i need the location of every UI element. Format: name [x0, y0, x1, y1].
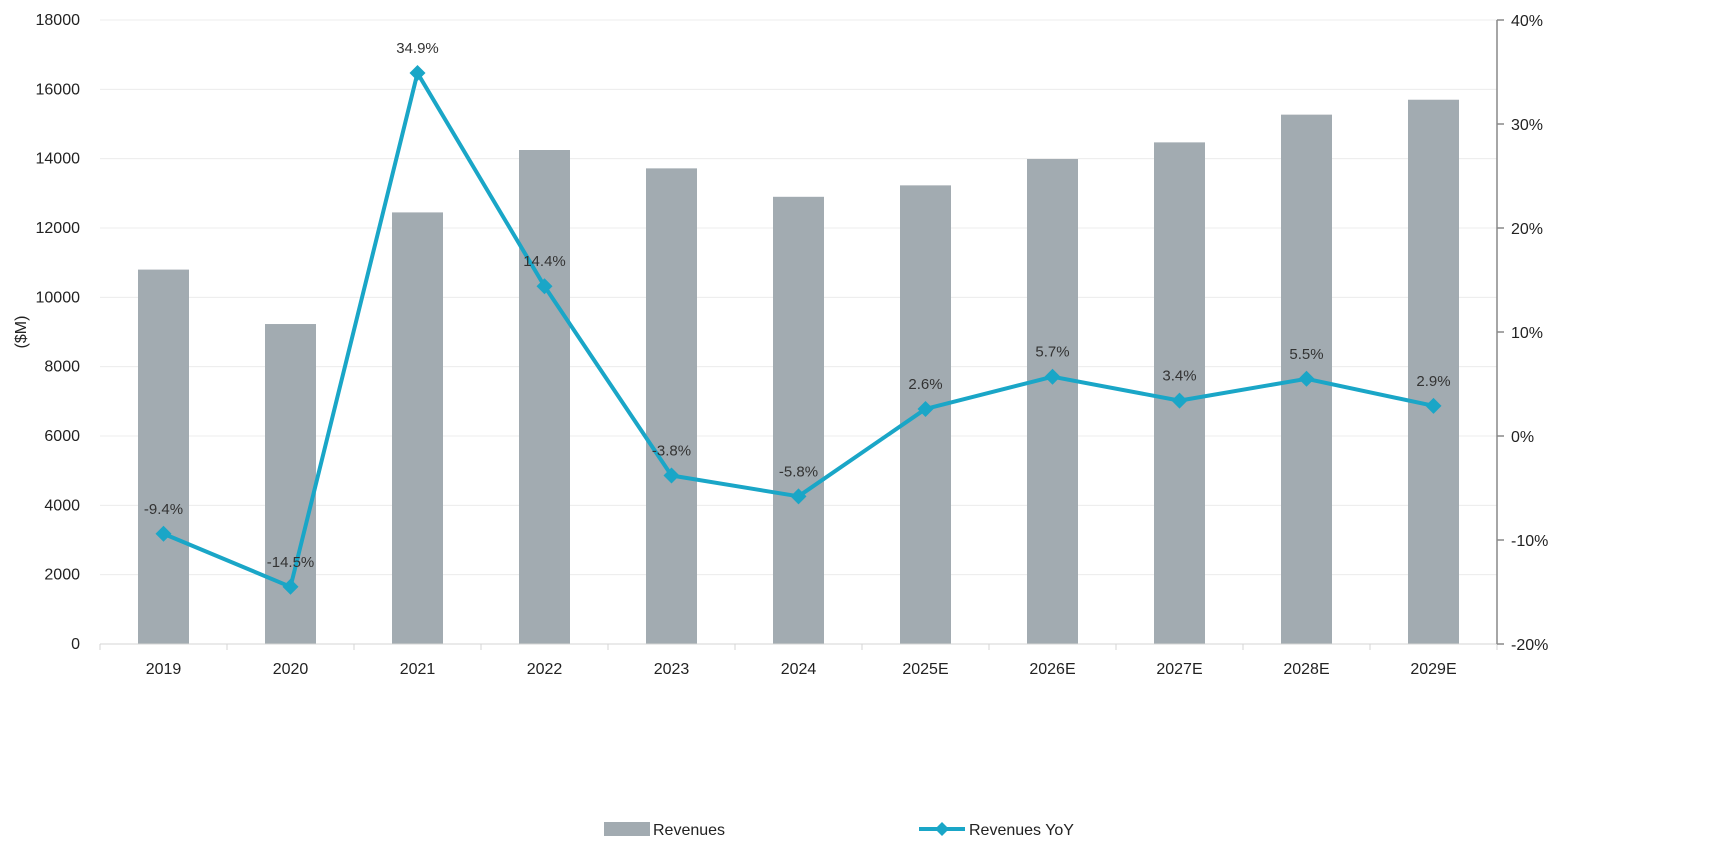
y2-tick-label: -10%: [1511, 533, 1548, 550]
y-axis-title: ($M): [13, 316, 30, 349]
x-tick-label: 2026E: [1029, 661, 1075, 678]
y-tick-label: 0: [71, 636, 80, 653]
yoy-marker-2021: [409, 65, 426, 82]
bar-2022: [519, 150, 570, 644]
yoy-data-label: 5.5%: [1289, 346, 1323, 363]
yoy-data-label: 2.9%: [1416, 373, 1450, 390]
y2-tick-label: 20%: [1511, 221, 1543, 238]
y-tick-label: 12000: [36, 220, 81, 237]
x-tick-label: 2023: [654, 661, 690, 678]
y2-tick-label: 0%: [1511, 429, 1534, 446]
axes: 0 2000 4000 6000 8000 10000 12000 14000 16000 180…: [36, 12, 1549, 678]
yoy-data-label: -14.5%: [267, 554, 315, 571]
y-tick-label: 6000: [44, 428, 80, 445]
bar-2019: [138, 269, 189, 644]
legend-revenues-yoy-marker: [935, 822, 949, 836]
legend-revenues-label: Revenues: [653, 822, 725, 839]
bar-2029E: [1408, 99, 1459, 644]
legend-revenues-swatch: [604, 822, 650, 836]
yoy-data-label: 14.4%: [523, 253, 566, 270]
yoy-marker-2026E: [1044, 368, 1061, 385]
x-tick-label: 2024: [781, 661, 817, 678]
yoy-marker-2023: [663, 467, 680, 484]
x-tick-label: 2027E: [1156, 661, 1202, 678]
yoy-marker-2020: [282, 578, 299, 595]
yoy-marker-2024: [790, 488, 807, 505]
legend: Revenues Revenues YoY: [604, 822, 1074, 839]
bar-2026E: [1027, 159, 1078, 644]
yoy-data-label: 2.6%: [908, 376, 942, 393]
yoy-marker-2028E: [1298, 370, 1315, 387]
revenue-bars: [138, 99, 1459, 645]
y2-tick-label: 30%: [1511, 117, 1543, 134]
y-tick-label: 10000: [36, 289, 81, 306]
bar-2020: [265, 324, 316, 644]
data-labels: -9.4% -14.5% 34.9% 14.4% -3.8% -5.8% 2.6% 5.7% 3…: [144, 40, 1451, 571]
y-tick-label: 2000: [44, 567, 80, 584]
bar-2021: [392, 212, 443, 644]
x-tick-label: 2028E: [1283, 661, 1329, 678]
y2-tick-label: 40%: [1511, 13, 1543, 30]
x-tick-label: 2025E: [902, 661, 948, 678]
yoy-marker-2027E: [1171, 392, 1188, 409]
legend-revenues-yoy-label: Revenues YoY: [969, 822, 1074, 839]
yoy-marker-2022: [536, 278, 553, 295]
x-tick-label: 2022: [527, 661, 563, 678]
y2-tick-label: -20%: [1511, 637, 1548, 654]
x-tick-label: 2020: [273, 661, 309, 678]
y-tick-label: 4000: [44, 497, 80, 514]
x-tick-label: 2019: [146, 661, 182, 678]
yoy-data-label: -9.4%: [144, 501, 183, 518]
yoy-line: [155, 65, 1442, 595]
yoy-data-label: 3.4%: [1162, 368, 1196, 385]
x-tick-label: 2021: [400, 661, 436, 678]
bar-2023: [646, 168, 697, 644]
y-tick-label: 8000: [44, 359, 80, 376]
yoy-data-label: -5.8%: [779, 463, 818, 480]
yoy-data-label: 5.7%: [1035, 344, 1069, 361]
yoy-marker-2029E: [1425, 397, 1442, 414]
x-tick-label: 2029E: [1410, 661, 1456, 678]
yoy-data-label: -3.8%: [652, 443, 691, 460]
y-tick-label: 14000: [36, 151, 81, 168]
y-tick-label: 16000: [36, 81, 81, 98]
yoy-data-label: 34.9%: [396, 40, 439, 57]
yoy-marker-2025E: [917, 400, 934, 417]
y-tick-label: 18000: [36, 12, 81, 29]
y2-tick-label: 10%: [1511, 325, 1543, 342]
yoy-marker-2019: [155, 525, 172, 542]
bar-2024: [773, 196, 824, 645]
